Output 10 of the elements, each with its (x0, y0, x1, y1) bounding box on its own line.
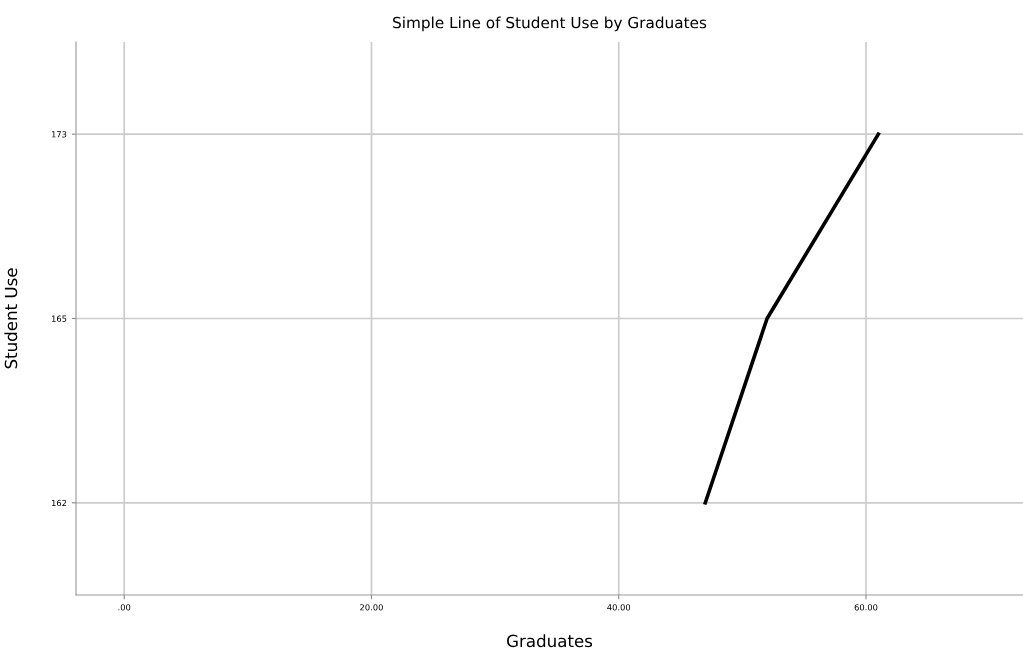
y-axis-title: Student Use (4, 268, 18, 369)
y-tick-label: 162 (51, 499, 67, 507)
x-tick-label: 20.00 (360, 604, 383, 611)
x-tick-label: 60.00 (854, 604, 878, 611)
y-tick-label: 165 (51, 315, 67, 322)
x-axis-title: Graduates (507, 634, 593, 648)
y-tick-label: 173 (51, 131, 67, 138)
x-tick-label: .00 (118, 604, 131, 611)
x-tick-label: 40.00 (607, 604, 631, 611)
chart-title: Simple Line of Student Use by Graduates (393, 16, 707, 32)
